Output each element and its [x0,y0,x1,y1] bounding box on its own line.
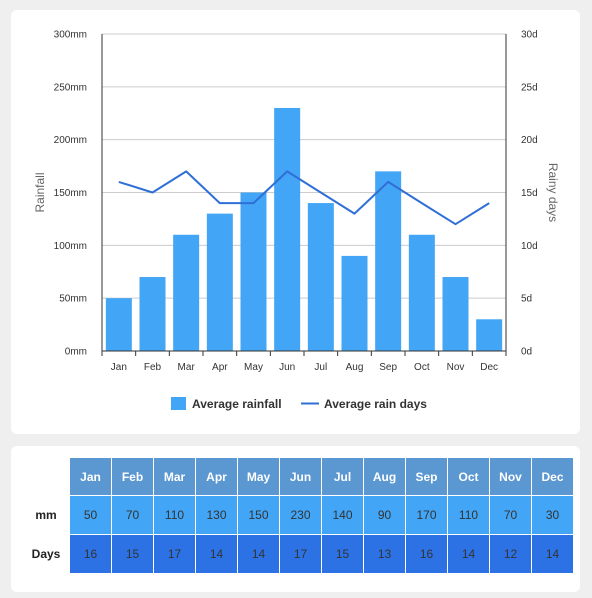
bar [240,192,267,351]
month-header: Aug [364,458,405,495]
y-axis-title-right: Rainy days [546,163,560,222]
y-right-tick-label: 25d [521,82,538,93]
y-right-tick-label: 0d [521,347,532,358]
table-row-mm: mm 50 70 110 130 150 230 140 90 170 110 … [23,495,573,534]
x-tick-label: Jul [314,362,327,373]
y-tick-label: 250mm [54,82,87,93]
month-header: Dec [532,458,573,495]
month-header: Jan [70,458,111,495]
month-header: Jul [322,458,363,495]
bar [476,319,503,351]
y-tick-label: 200mm [54,135,87,146]
y-right-tick-label: 10d [521,241,538,252]
x-tick-label: Sep [379,362,397,373]
table-cell: 17 [154,534,195,573]
x-tick-label: Apr [212,362,228,373]
table-row-days: Days 16 15 17 14 14 17 15 13 16 14 12 14 [23,534,573,573]
x-tick-label: Mar [178,362,196,373]
table-cell: 12 [490,534,531,573]
x-tick-label: Oct [414,362,430,373]
rainfall-chart: 0mm 0d 50mm 5d 100mm 10d 150mm 15d 200mm 20d 250mm… [33,30,560,412]
legend-label-rainfall: Average rainfall [192,397,282,411]
table-card: Jan Feb Mar Apr May Jun Jul Aug Sep Oct … [11,446,580,592]
month-header: Apr [196,458,237,495]
bar [442,277,469,351]
bar [408,234,435,351]
month-header: Sep [406,458,447,495]
table-cell: 150 [238,495,279,534]
legend-swatch-rainfall [171,397,186,410]
table-cell: 130 [196,495,237,534]
bar [173,234,200,351]
month-header: Oct [448,458,489,495]
month-header: May [238,458,279,495]
month-header: Jun [280,458,321,495]
x-tick-label: Jun [279,362,295,373]
y-right-tick-label: 15d [521,188,538,199]
table-cell: 16 [70,534,111,573]
table-cell: 70 [112,495,153,534]
table-corner [23,458,69,495]
bar [307,203,334,351]
table-cell: 15 [322,534,363,573]
table-cell: 140 [322,495,363,534]
bar [341,255,368,351]
y-tick-label: 50mm [59,294,87,305]
x-tick-label: Aug [346,362,364,373]
month-header: Feb [112,458,153,495]
bar [375,171,402,351]
x-tick-label: Nov [447,362,465,373]
table-cell: 110 [154,495,195,534]
bar [139,277,166,351]
y-right-tick-label: 20d [521,135,538,146]
chart-card: 0mm 0d 50mm 5d 100mm 10d 150mm 15d 200mm 20d 250mm… [11,10,580,434]
row-label-mm: mm [23,495,69,534]
table-cell: 50 [70,495,111,534]
y-axis-title-left: Rainfall [33,172,47,212]
table-header-row: Jan Feb Mar Apr May Jun Jul Aug Sep Oct … [23,458,573,495]
table-cell: 70 [490,495,531,534]
table-cell: 110 [448,495,489,534]
table-cell: 13 [364,534,405,573]
table-cell: 16 [406,534,447,573]
x-tick-label: Dec [480,362,498,373]
table-cell: 14 [532,534,573,573]
bar [274,107,301,351]
table-cell: 90 [364,495,405,534]
y-right-tick-label: 5d [521,294,532,305]
y-tick-label: 0mm [65,347,87,358]
bar [105,298,132,351]
table-cell: 170 [406,495,447,534]
line-series-rain-days [118,170,490,226]
y-right-tick-label: 30d [521,30,538,41]
x-tick-label: Jan [111,362,127,373]
table-cell: 30 [532,495,573,534]
y-tick-label: 150mm [54,188,87,199]
legend-label-rain-days: Average rain days [324,397,427,411]
table-cell: 17 [280,534,321,573]
table-cell: 14 [448,534,489,573]
climate-table: Jan Feb Mar Apr May Jun Jul Aug Sep Oct … [22,458,574,573]
x-tick-label: Feb [144,362,162,373]
y-tick-label: 100mm [54,241,87,252]
month-header: Mar [154,458,195,495]
row-label-days: Days [23,534,69,573]
month-header: Nov [490,458,531,495]
table-cell: 15 [112,534,153,573]
table-cell: 14 [238,534,279,573]
y-tick-label: 300mm [54,30,87,41]
bar [206,213,233,351]
table-cell: 14 [196,534,237,573]
table-cell: 230 [280,495,321,534]
x-tick-label: May [244,362,263,373]
